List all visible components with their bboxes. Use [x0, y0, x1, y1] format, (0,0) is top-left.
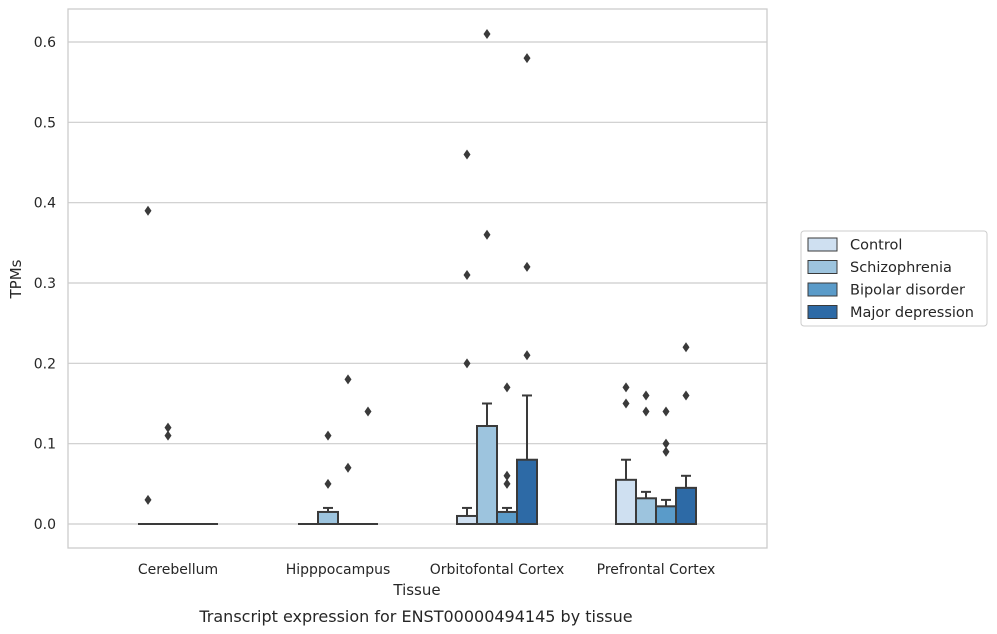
outlier-point	[523, 261, 531, 272]
bar	[635, 497, 657, 526]
legend-frame	[800, 230, 988, 327]
outlier-point	[642, 390, 650, 401]
outlier-point	[622, 382, 630, 393]
outlier-point	[164, 430, 172, 441]
outlier-point	[463, 149, 471, 160]
bar	[655, 505, 677, 525]
plot-frame	[67, 8, 768, 549]
outlier-point	[662, 446, 670, 457]
outlier-point	[164, 422, 172, 433]
legend: Control Schizophrenia Bipolar disorder Majo…	[800, 230, 988, 327]
legend-label: Bipolar disorder	[850, 283, 965, 299]
outlier-point	[324, 478, 332, 489]
outlier-point	[662, 406, 670, 417]
bar	[615, 478, 637, 526]
bar	[496, 510, 518, 526]
chart-caption: Transcript expression for ENST0000049414…	[198, 607, 632, 626]
legend-label: Control	[850, 238, 902, 254]
outlier-point	[344, 462, 352, 473]
x-tick-label: Prefrontal Cortex	[597, 562, 716, 578]
outlier-points	[144, 28, 690, 505]
outlier-point	[503, 470, 511, 481]
x-axis-label: Tissue	[392, 581, 440, 599]
bars	[138, 394, 697, 526]
outlier-point	[682, 342, 690, 353]
bar	[317, 510, 339, 526]
legend-swatch	[807, 260, 838, 274]
legend-swatch	[807, 305, 838, 319]
x-tick-label: Cerebellum	[138, 562, 218, 578]
outlier-point	[344, 374, 352, 385]
outlier-point	[503, 382, 511, 393]
outlier-point	[523, 350, 531, 361]
y-tick-label: 0.2	[34, 356, 56, 372]
y-tick-label: 0.3	[34, 276, 56, 292]
outlier-point	[503, 478, 511, 489]
y-tick-labels: 0.0 0.1 0.2 0.3 0.4 0.5 0.6	[34, 35, 56, 533]
outlier-point	[483, 229, 491, 240]
outlier-point	[642, 406, 650, 417]
outlier-point	[682, 390, 690, 401]
outlier-point	[523, 53, 531, 64]
outlier-point	[463, 358, 471, 369]
outlier-point	[463, 269, 471, 280]
y-tick-label: 0.1	[34, 437, 56, 453]
legend-swatch	[807, 237, 838, 252]
outlier-point	[144, 494, 152, 505]
legend-label: Schizophrenia	[850, 260, 952, 276]
y-tick-label: 0.5	[34, 115, 56, 131]
legend-swatch	[807, 282, 838, 297]
outlier-point	[364, 406, 372, 417]
y-tick-label: 0.4	[34, 196, 56, 212]
bar	[516, 458, 538, 526]
bar	[476, 424, 498, 526]
legend-label: Major depression	[850, 305, 974, 321]
outlier-point	[324, 430, 332, 441]
x-tick-label: Hipppocampus	[286, 562, 391, 578]
outlier-point	[483, 28, 491, 39]
bar	[675, 486, 697, 526]
outlier-point	[662, 438, 670, 449]
x-tick-label: Orbitofontal Cortex	[430, 562, 565, 578]
outlier-point	[622, 398, 630, 409]
bar	[456, 514, 478, 526]
outlier-point	[144, 205, 152, 216]
y-tick-label: 0.6	[34, 35, 56, 51]
y-tick-label: 0.0	[34, 517, 56, 533]
x-tick-labels: Cerebellum Hipppocampus Orbitofontal Corte…	[138, 562, 715, 578]
y-axis-label: TPMs	[7, 259, 25, 299]
